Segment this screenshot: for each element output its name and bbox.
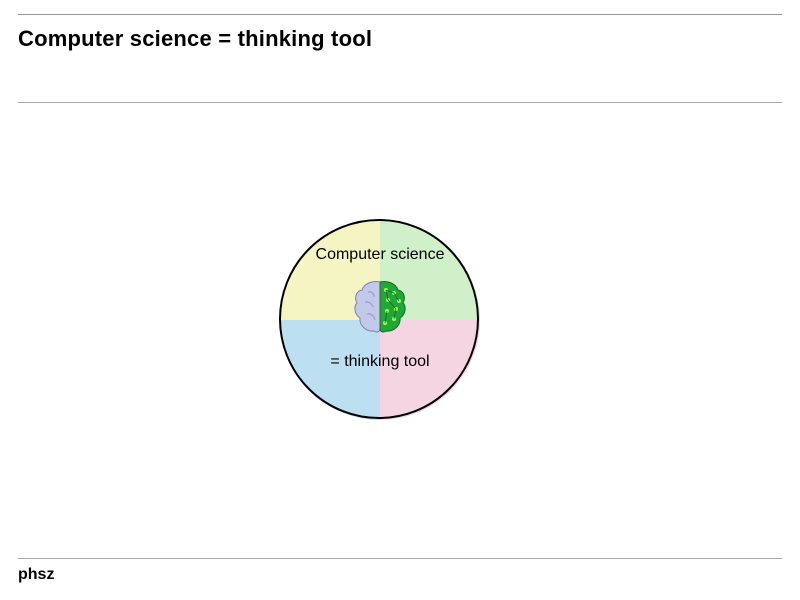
divider-bottom xyxy=(18,558,782,559)
quadrant-circle-diagram: Computer science = thinking tool xyxy=(280,220,480,420)
diagram-label-top: Computer science xyxy=(280,246,480,264)
divider-top xyxy=(18,14,782,15)
page-title: Computer science = thinking tool xyxy=(18,26,372,52)
diagram-label-bottom: = thinking tool xyxy=(280,353,480,371)
divider-mid xyxy=(18,102,782,103)
brain-icon xyxy=(350,278,410,336)
footer-logo: phsz xyxy=(18,566,54,584)
